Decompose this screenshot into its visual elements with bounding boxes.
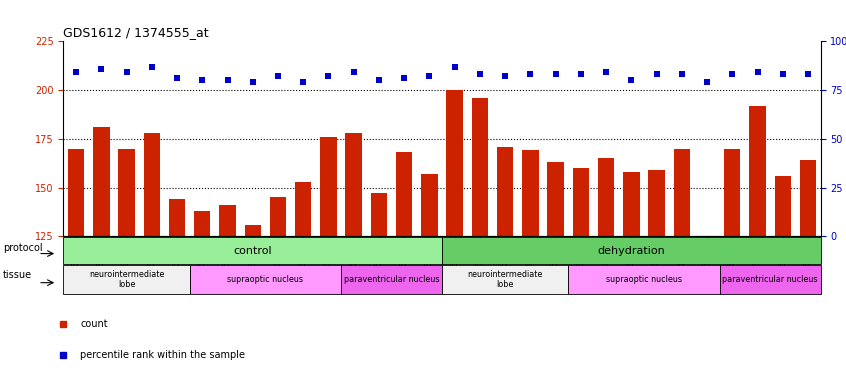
- Bar: [442, 265, 569, 294]
- Bar: [63, 237, 442, 264]
- Text: count: count: [80, 319, 108, 329]
- Point: [801, 71, 815, 77]
- Text: supraoptic nucleus: supraoptic nucleus: [606, 275, 682, 284]
- Point: [448, 64, 461, 70]
- Bar: [270, 197, 286, 375]
- Point: [246, 79, 260, 85]
- Point: [624, 77, 638, 83]
- Bar: [442, 237, 821, 264]
- Point: [221, 77, 234, 83]
- Point: [650, 71, 663, 77]
- Bar: [244, 225, 261, 375]
- Bar: [699, 238, 715, 375]
- Bar: [447, 90, 463, 375]
- Point: [195, 77, 209, 83]
- Point: [599, 69, 613, 75]
- Text: GDS1612 / 1374555_at: GDS1612 / 1374555_at: [63, 26, 209, 39]
- Point: [95, 66, 108, 72]
- Text: paraventricular nucleus: paraventricular nucleus: [722, 275, 818, 284]
- Bar: [775, 176, 791, 375]
- Point: [776, 71, 789, 77]
- Bar: [63, 265, 190, 294]
- Bar: [341, 265, 442, 294]
- Point: [120, 69, 134, 75]
- Bar: [720, 265, 821, 294]
- Bar: [573, 168, 589, 375]
- Bar: [522, 150, 539, 375]
- Bar: [497, 147, 514, 375]
- Bar: [396, 152, 412, 375]
- Point: [574, 71, 588, 77]
- Point: [675, 71, 689, 77]
- Text: neurointermediate
lobe: neurointermediate lobe: [468, 270, 543, 290]
- Bar: [321, 137, 337, 375]
- Text: dehydration: dehydration: [597, 246, 665, 256]
- Text: supraoptic nucleus: supraoptic nucleus: [228, 275, 304, 284]
- Point: [750, 69, 764, 75]
- Point: [524, 71, 537, 77]
- Point: [372, 77, 386, 83]
- Bar: [598, 158, 614, 375]
- Text: neurointermediate
lobe: neurointermediate lobe: [89, 270, 164, 290]
- Bar: [118, 148, 135, 375]
- Bar: [624, 172, 640, 375]
- Bar: [421, 174, 437, 375]
- Text: paraventricular nucleus: paraventricular nucleus: [343, 275, 439, 284]
- Bar: [724, 148, 740, 375]
- Point: [69, 69, 83, 75]
- Point: [145, 64, 158, 70]
- Point: [321, 74, 335, 80]
- Bar: [190, 265, 341, 294]
- Point: [398, 75, 411, 81]
- Point: [296, 79, 310, 85]
- Bar: [68, 148, 85, 375]
- Point: [170, 75, 184, 81]
- Bar: [472, 98, 488, 375]
- Bar: [547, 162, 563, 375]
- Bar: [169, 199, 185, 375]
- Text: tissue: tissue: [3, 270, 32, 280]
- Point: [272, 74, 285, 80]
- Point: [549, 71, 563, 77]
- Point: [423, 74, 437, 80]
- Bar: [648, 170, 665, 375]
- Bar: [93, 127, 109, 375]
- Bar: [569, 265, 720, 294]
- Point: [347, 69, 360, 75]
- Point: [498, 74, 512, 80]
- Text: protocol: protocol: [3, 243, 43, 253]
- Bar: [219, 205, 236, 375]
- Bar: [144, 133, 160, 375]
- Point: [726, 71, 739, 77]
- Bar: [194, 211, 211, 375]
- Text: percentile rank within the sample: percentile rank within the sample: [80, 350, 245, 360]
- Bar: [345, 133, 362, 375]
- Bar: [750, 106, 766, 375]
- Bar: [295, 182, 311, 375]
- Bar: [371, 194, 387, 375]
- Bar: [673, 148, 690, 375]
- Bar: [799, 160, 816, 375]
- Text: control: control: [233, 246, 272, 256]
- Point: [473, 71, 486, 77]
- Point: [700, 79, 714, 85]
